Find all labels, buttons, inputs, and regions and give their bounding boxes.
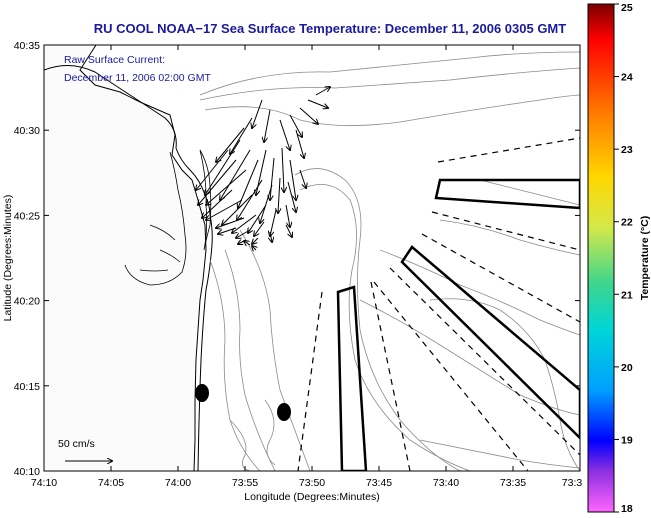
bay-inlet xyxy=(124,151,187,286)
station-marker xyxy=(195,384,209,402)
current-vector xyxy=(270,209,277,236)
x-tick-label: 73:3 xyxy=(562,477,583,489)
y-tick-label: 40:25 xyxy=(14,210,40,222)
figure-title: RU COOL NOAA−17 Sea Surface Temperature:… xyxy=(94,21,566,36)
y-tick-label: 40:20 xyxy=(14,296,40,308)
annotation-line-2: December 11, 2006 02:00 GMT xyxy=(64,72,211,84)
current-vector xyxy=(206,199,243,220)
x-axis-ticks: 74:10 74:05 74:00 73:55 73:50 73:45 73:40 73:35… xyxy=(31,45,583,489)
y-tick-label: 40:15 xyxy=(14,381,40,393)
colorbar-tick-label: 23 xyxy=(621,144,633,156)
y-tick-label: 40:30 xyxy=(14,125,40,137)
y-axis-ticks: 40:35 40:30 40:25 40:20 40:15 40:10 xyxy=(14,40,580,478)
colorbar-ticks: 25 24 23 22 21 20 19 18 xyxy=(614,2,633,515)
current-vector xyxy=(222,194,253,225)
current-vector xyxy=(202,189,233,218)
y-tick-label: 40:10 xyxy=(14,466,40,478)
station-marker xyxy=(277,403,291,421)
current-vector xyxy=(252,246,256,250)
radar-sector-dashed-lines xyxy=(297,137,580,471)
x-tick-label: 74:05 xyxy=(98,477,124,489)
current-vector xyxy=(230,117,253,154)
current-vector xyxy=(196,149,229,190)
current-vector xyxy=(299,107,318,124)
annotation-line-1: Raw Surface Current: xyxy=(64,54,165,66)
current-vector xyxy=(244,241,251,245)
current-vector xyxy=(206,169,247,205)
colorbar-tick-label: 24 xyxy=(621,72,633,84)
current-vector xyxy=(252,237,259,244)
current-vector xyxy=(287,181,296,212)
current-vector xyxy=(216,217,245,228)
current-vector xyxy=(252,99,263,128)
current-vector xyxy=(236,229,251,238)
scale-label: 50 cm/s xyxy=(58,438,95,450)
current-vector xyxy=(289,114,302,137)
current-vector xyxy=(315,87,330,96)
current-vector xyxy=(264,109,271,142)
colorbar-tick-label: 21 xyxy=(621,289,633,301)
x-tick-label: 73:40 xyxy=(433,477,459,489)
colorbar-tick-label: 18 xyxy=(621,503,633,515)
surface-current-vectors xyxy=(196,87,330,250)
current-vector xyxy=(285,204,290,227)
current-vector xyxy=(279,119,290,150)
x-tick-label: 73:55 xyxy=(232,477,258,489)
y-tick-label: 40:35 xyxy=(14,40,40,52)
current-vector xyxy=(307,99,328,108)
current-vector xyxy=(198,159,237,205)
current-vector xyxy=(218,227,237,234)
sector-outlines xyxy=(336,178,580,471)
x-tick-label: 74:00 xyxy=(165,477,191,489)
colorbar xyxy=(587,3,615,513)
bathymetry-contours xyxy=(199,51,580,471)
colorbar-tick-label: 20 xyxy=(621,362,633,374)
current-vector xyxy=(278,177,280,213)
x-tick-label: 73:45 xyxy=(366,477,392,489)
current-vector xyxy=(220,149,251,200)
current-vector xyxy=(232,214,257,233)
colorbar-tick-label: 22 xyxy=(621,217,633,229)
colorbar-tick-label: 25 xyxy=(621,2,633,14)
current-vector xyxy=(270,157,275,200)
current-vector xyxy=(254,221,265,236)
current-vector xyxy=(299,169,306,188)
x-tick-label: 74:10 xyxy=(31,477,57,489)
current-vector xyxy=(285,224,292,237)
current-vector xyxy=(216,127,245,162)
current-vector xyxy=(248,204,267,233)
x-tick-label: 73:35 xyxy=(500,477,526,489)
x-axis-label: Longitude (Degrees:Minutes) xyxy=(244,491,379,503)
y-axis-label: Latitude (Degrees:Minutes) xyxy=(2,195,14,322)
current-vector xyxy=(295,129,304,158)
coastline xyxy=(44,65,213,471)
colorbar-tick-label: 19 xyxy=(621,434,633,446)
current-vector xyxy=(270,231,272,242)
current-vector xyxy=(237,179,263,220)
current-vector xyxy=(289,159,296,200)
current-vector xyxy=(260,184,273,223)
current-vector xyxy=(282,147,284,192)
x-tick-label: 73:50 xyxy=(299,477,325,489)
colorbar-label: Temperature (°C) xyxy=(639,216,651,301)
